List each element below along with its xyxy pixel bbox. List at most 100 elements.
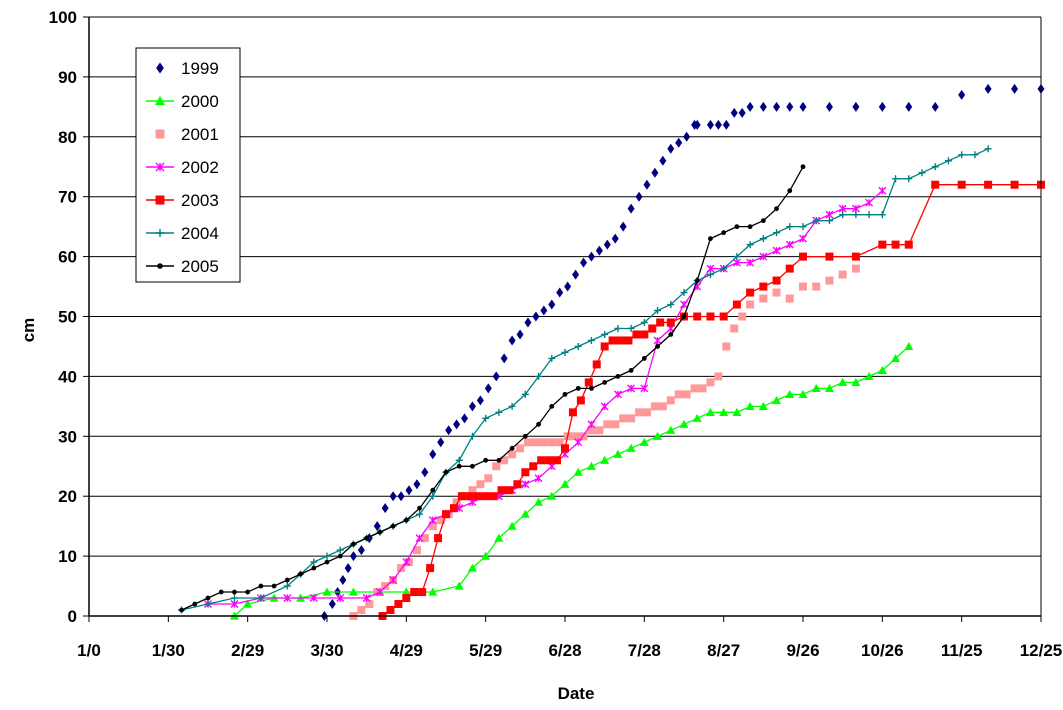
data-point (589, 385, 594, 391)
data-point (877, 365, 887, 375)
data-point (258, 583, 264, 589)
data-point (825, 252, 834, 261)
data-point (706, 312, 715, 321)
data-point (600, 402, 609, 411)
x-tick-label: 1/30 (152, 641, 185, 660)
data-point (931, 163, 939, 171)
legend-marker (155, 162, 165, 172)
data-point (532, 311, 540, 322)
data-point (520, 509, 530, 518)
legend-label: 1999 (181, 59, 219, 78)
data-point (572, 269, 580, 280)
data-point (351, 541, 356, 547)
data-point (545, 456, 554, 465)
data-point (666, 318, 675, 327)
legend-label: 2003 (181, 191, 219, 210)
data-point (799, 282, 807, 291)
data-point (759, 294, 768, 303)
data-point (746, 258, 755, 267)
data-point (1011, 83, 1019, 94)
data-point (760, 218, 766, 224)
data-point (562, 391, 568, 397)
data-point (218, 589, 224, 595)
data-point (787, 188, 793, 194)
data-point (283, 582, 291, 590)
data-point (603, 239, 611, 250)
data-point (456, 463, 462, 469)
series-1999 (320, 83, 1045, 621)
data-point (584, 378, 593, 387)
data-point (971, 151, 979, 159)
data-point (626, 443, 636, 452)
data-point (373, 521, 381, 532)
data-point (524, 317, 532, 328)
data-point (878, 240, 887, 249)
data-point (738, 107, 746, 118)
data-point (905, 175, 913, 183)
data-point (632, 330, 641, 339)
data-point (508, 402, 516, 410)
data-point (436, 516, 445, 525)
data-point (568, 408, 577, 417)
data-point (548, 354, 556, 362)
data-point (580, 257, 588, 268)
data-point (825, 101, 833, 112)
data-point (654, 307, 662, 315)
data-point (759, 282, 768, 291)
data-point (614, 324, 622, 332)
data-point (410, 588, 419, 597)
data-point (958, 89, 966, 100)
legend-item-2005: 2005 (146, 257, 219, 276)
data-point (230, 600, 239, 609)
data-point (465, 492, 474, 501)
data-point (653, 431, 663, 440)
data-point (891, 353, 901, 363)
x-tick-label: 7/28 (628, 641, 661, 660)
data-point (401, 587, 411, 596)
x-axis-label: Date (558, 684, 595, 703)
data-point (508, 450, 517, 459)
data-point (587, 426, 596, 435)
data-point (680, 300, 688, 309)
data-point (232, 589, 237, 595)
data-point (595, 426, 604, 435)
data-point (719, 407, 729, 416)
data-point (799, 234, 807, 243)
data-point (521, 468, 530, 477)
data-point (416, 510, 424, 518)
data-point (635, 408, 644, 417)
data-point (468, 486, 477, 495)
data-point (825, 217, 833, 225)
data-point (496, 457, 502, 463)
data-point (666, 425, 676, 434)
data-point (772, 246, 781, 255)
data-point (587, 251, 595, 262)
data-point (310, 558, 318, 566)
data-point (535, 372, 543, 380)
x-tick-label: 3/30 (310, 641, 343, 660)
data-point (309, 594, 318, 603)
data-point (904, 341, 914, 351)
legend-label: 2005 (181, 257, 219, 276)
data-point (690, 384, 699, 393)
data-point (429, 449, 437, 460)
data-point (390, 523, 396, 529)
data-point (482, 414, 490, 422)
data-point (549, 403, 555, 409)
data-point (984, 180, 993, 189)
y-tick-label: 40 (58, 367, 77, 386)
y-tick-label: 70 (58, 188, 77, 207)
data-point (508, 335, 516, 346)
data-point (639, 437, 649, 446)
data-point (722, 119, 730, 130)
data-point (651, 167, 659, 178)
data-point (864, 371, 874, 380)
y-tick-label: 80 (58, 128, 77, 147)
data-point (851, 377, 861, 386)
data-point (675, 137, 683, 148)
data-point (865, 198, 874, 207)
data-point (851, 264, 860, 273)
data-point (600, 342, 609, 351)
data-point (693, 312, 702, 321)
